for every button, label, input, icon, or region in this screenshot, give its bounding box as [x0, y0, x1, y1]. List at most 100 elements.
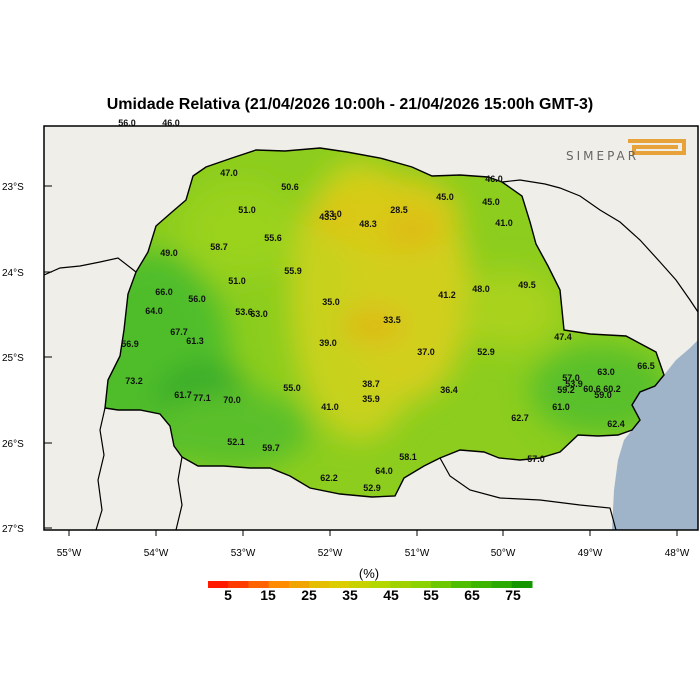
- station-value-label: 70.0: [223, 395, 241, 405]
- lon-tick-label: 55°W: [57, 548, 82, 559]
- colorbar-swatch: [329, 581, 351, 588]
- border-sc-line: [439, 457, 617, 530]
- lon-tick-label: 49°W: [578, 548, 603, 559]
- station-value-label: 55.9: [284, 266, 302, 276]
- station-value-label: 55.6: [264, 233, 282, 243]
- station-value-label: 77.1: [193, 393, 211, 403]
- lat-tick-label: 25°S: [2, 353, 24, 364]
- station-value-label: 59.7: [262, 443, 280, 453]
- station-value-label: 58.7: [210, 242, 228, 252]
- colorbar-tick-label: 65: [464, 587, 480, 603]
- colorbar-swatch: [208, 581, 229, 588]
- station-value-label: 62.4: [607, 419, 625, 429]
- station-value-label: 56.0: [188, 294, 206, 304]
- station-value-label: 35.0: [322, 297, 340, 307]
- lat-tick-label: 27°S: [2, 524, 24, 535]
- lon-tick-label: 50°W: [491, 548, 516, 559]
- station-value-label: 53.9: [565, 379, 583, 389]
- simepar-logo: SIMEPAR: [566, 139, 686, 163]
- station-value-label: 48.3: [359, 219, 377, 229]
- station-value-label: 48.0: [472, 284, 490, 294]
- station-value-label: 61.7: [174, 390, 192, 400]
- station-value-label: 67.7: [170, 327, 188, 337]
- station-value-label: 45.0: [482, 197, 500, 207]
- station-value-label: 41.0: [321, 402, 339, 412]
- station-value-label: 45.0: [436, 192, 454, 202]
- station-value-label: 59.2: [557, 385, 575, 395]
- colorbar-unit: (%): [359, 566, 379, 581]
- border-ms-line: [44, 257, 137, 276]
- colorbar-swatch: [268, 581, 290, 588]
- colorbar-tick-label: 35: [342, 587, 358, 603]
- lon-tick-label: 48°W: [665, 548, 690, 559]
- station-value-label: 57.0: [562, 373, 580, 383]
- station-value-label: 39.0: [319, 338, 337, 348]
- station-value-label: 43.5: [319, 212, 337, 222]
- station-value-label: 35.9: [362, 394, 380, 404]
- station-value-label: 57.0: [527, 454, 545, 464]
- ocean-area: [612, 340, 698, 530]
- logo-text: SIMEPAR: [566, 149, 639, 163]
- colorbar-tick-label: 75: [505, 587, 521, 603]
- station-value-label: 38.7: [362, 379, 380, 389]
- station-value-label: 59.0: [594, 390, 612, 400]
- station-value-label: 60.6: [583, 384, 601, 394]
- colorbar-swatch: [309, 581, 330, 588]
- border-paraguay-line: [95, 407, 106, 530]
- edge-value-label: 56.0: [118, 118, 136, 128]
- lat-tick-label: 26°S: [2, 439, 24, 450]
- station-value-label: 46.0: [485, 174, 503, 184]
- colorbar-swatch: [248, 581, 270, 588]
- station-value-label: 61.3: [186, 336, 204, 346]
- parana-border: [104, 147, 665, 498]
- colorbar-swatch: [228, 581, 249, 588]
- longitude-axis: 55°W 54°W 53°W 52°W 51°W 50°W 49°W 48°W: [57, 530, 690, 559]
- station-value-label: 58.1: [399, 452, 417, 462]
- colorbar-labels: 5 15 25 35 45 55 65 75: [224, 587, 521, 603]
- station-value-label: 33.0: [324, 209, 342, 219]
- station-value-label: 52.9: [363, 483, 381, 493]
- border-argentina-line: [175, 456, 183, 530]
- lon-tick-label: 51°W: [405, 548, 430, 559]
- station-value-label: 63.0: [597, 367, 615, 377]
- station-value-label: 64.0: [375, 466, 393, 476]
- lon-tick-label: 53°W: [231, 548, 256, 559]
- latitude-axis: 23°S 24°S 25°S 26°S 27°S: [2, 182, 52, 535]
- colorbar: [208, 581, 533, 588]
- station-value-label: 56.9: [121, 339, 139, 349]
- lat-tick-label: 23°S: [2, 182, 24, 193]
- station-value-label: 66.5: [637, 361, 655, 371]
- colorbar-swatch: [410, 581, 432, 588]
- station-value-label: 66.0: [155, 287, 173, 297]
- station-value-label: 60.2: [603, 384, 621, 394]
- edge-value-label: 46.0: [162, 118, 180, 128]
- station-value-label: 50.6: [281, 182, 299, 192]
- station-values: 47.0 50.6 45.0 46.0 45.0 51.0 43.533.0 28.5 48.3…: [121, 168, 655, 493]
- colorbar-swatch: [289, 581, 310, 588]
- station-value-label: 73.2: [125, 376, 143, 386]
- colorbar-swatch: [511, 581, 533, 588]
- logo-mark-icon: [628, 139, 686, 155]
- station-value-label: 47.0: [220, 168, 238, 178]
- lon-tick-label: 52°W: [318, 548, 343, 559]
- colorbar-swatch: [471, 581, 492, 588]
- station-value-label: 37.0: [417, 347, 435, 357]
- colorbar-swatch: [349, 581, 371, 588]
- neighbour-borders: [44, 179, 698, 530]
- station-value-label: 51.0: [228, 276, 246, 286]
- colorbar-tick-label: 55: [423, 587, 439, 603]
- station-value-label: 53.6: [235, 307, 253, 317]
- colorbar-swatch: [370, 581, 391, 588]
- station-value-label: 51.0: [238, 205, 256, 215]
- lat-tick-label: 24°S: [2, 268, 24, 279]
- colorbar-tick-label: 15: [260, 587, 276, 603]
- station-value-label: 28.5: [390, 205, 408, 215]
- border-saopaulo-line: [501, 179, 698, 313]
- station-value-label: 62.7: [511, 413, 529, 423]
- station-value-label: 41.0: [495, 218, 513, 228]
- station-value-label: 55.0: [283, 383, 301, 393]
- station-value-label: 49.5: [518, 280, 536, 290]
- colorbar-tick-label: 25: [301, 587, 317, 603]
- station-value-label: 61.0: [552, 402, 570, 412]
